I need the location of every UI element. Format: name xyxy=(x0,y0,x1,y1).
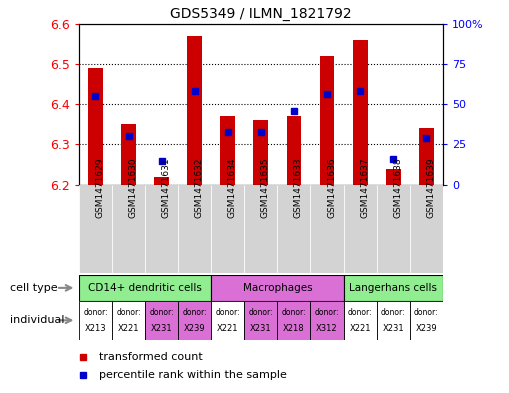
FancyBboxPatch shape xyxy=(410,185,443,273)
Text: donor:: donor: xyxy=(149,308,174,317)
FancyBboxPatch shape xyxy=(310,185,344,273)
Text: donor:: donor: xyxy=(248,308,273,317)
Text: X221: X221 xyxy=(118,325,139,333)
FancyBboxPatch shape xyxy=(211,185,244,273)
Text: X221: X221 xyxy=(349,325,371,333)
FancyBboxPatch shape xyxy=(244,301,277,340)
Text: Macrophages: Macrophages xyxy=(243,283,312,293)
Text: X239: X239 xyxy=(415,325,437,333)
Text: X213: X213 xyxy=(84,325,106,333)
Text: cell type: cell type xyxy=(10,283,58,293)
Text: transformed count: transformed count xyxy=(99,352,203,362)
Text: donor:: donor: xyxy=(182,308,207,317)
FancyBboxPatch shape xyxy=(310,301,344,340)
FancyBboxPatch shape xyxy=(112,185,145,273)
Text: GSM1471632: GSM1471632 xyxy=(194,157,204,218)
Text: donor:: donor: xyxy=(315,308,340,317)
Text: GSM1471636: GSM1471636 xyxy=(327,157,336,218)
FancyBboxPatch shape xyxy=(178,185,211,273)
Text: GSM1471635: GSM1471635 xyxy=(261,157,270,218)
Text: GSM1471639: GSM1471639 xyxy=(427,157,435,218)
Text: X231: X231 xyxy=(250,325,272,333)
FancyBboxPatch shape xyxy=(79,185,112,273)
Text: X312: X312 xyxy=(316,325,338,333)
Text: GSM1471637: GSM1471637 xyxy=(360,157,369,218)
Text: donor:: donor: xyxy=(414,308,439,317)
Text: donor:: donor: xyxy=(116,308,141,317)
FancyBboxPatch shape xyxy=(377,301,410,340)
Bar xyxy=(353,40,367,185)
Text: individual: individual xyxy=(10,315,65,325)
FancyBboxPatch shape xyxy=(211,275,344,301)
Text: X231: X231 xyxy=(151,325,173,333)
Text: donor:: donor: xyxy=(83,308,108,317)
Bar xyxy=(220,116,235,185)
FancyBboxPatch shape xyxy=(178,301,211,340)
Bar xyxy=(253,120,268,185)
Text: donor:: donor: xyxy=(381,308,406,317)
Text: percentile rank within the sample: percentile rank within the sample xyxy=(99,370,287,380)
Bar xyxy=(88,68,103,185)
Text: X218: X218 xyxy=(283,325,305,333)
Bar xyxy=(187,36,202,185)
FancyBboxPatch shape xyxy=(344,185,377,273)
Bar xyxy=(386,169,401,185)
Bar xyxy=(287,116,301,185)
Text: GSM1471631: GSM1471631 xyxy=(162,157,171,218)
Text: donor:: donor: xyxy=(348,308,373,317)
Text: donor:: donor: xyxy=(215,308,240,317)
Bar xyxy=(154,177,169,185)
Bar xyxy=(320,56,334,185)
FancyBboxPatch shape xyxy=(410,301,443,340)
FancyBboxPatch shape xyxy=(277,301,310,340)
FancyBboxPatch shape xyxy=(277,185,310,273)
Title: GDS5349 / ILMN_1821792: GDS5349 / ILMN_1821792 xyxy=(170,7,352,21)
Text: Langerhans cells: Langerhans cells xyxy=(349,283,437,293)
Bar xyxy=(121,124,136,185)
Text: GSM1471630: GSM1471630 xyxy=(128,157,137,218)
FancyBboxPatch shape xyxy=(79,275,211,301)
Text: GSM1471629: GSM1471629 xyxy=(96,157,104,218)
FancyBboxPatch shape xyxy=(344,275,443,301)
Bar xyxy=(419,129,434,185)
Text: CD14+ dendritic cells: CD14+ dendritic cells xyxy=(88,283,202,293)
Text: GSM1471633: GSM1471633 xyxy=(294,157,303,218)
Text: GSM1471638: GSM1471638 xyxy=(393,157,402,218)
Text: X239: X239 xyxy=(184,325,206,333)
FancyBboxPatch shape xyxy=(344,301,377,340)
FancyBboxPatch shape xyxy=(244,185,277,273)
FancyBboxPatch shape xyxy=(377,185,410,273)
FancyBboxPatch shape xyxy=(145,301,178,340)
FancyBboxPatch shape xyxy=(145,185,178,273)
FancyBboxPatch shape xyxy=(79,301,112,340)
Text: donor:: donor: xyxy=(281,308,306,317)
Text: X221: X221 xyxy=(217,325,239,333)
Text: X231: X231 xyxy=(382,325,404,333)
FancyBboxPatch shape xyxy=(112,301,145,340)
Text: GSM1471634: GSM1471634 xyxy=(228,157,237,218)
FancyBboxPatch shape xyxy=(211,301,244,340)
